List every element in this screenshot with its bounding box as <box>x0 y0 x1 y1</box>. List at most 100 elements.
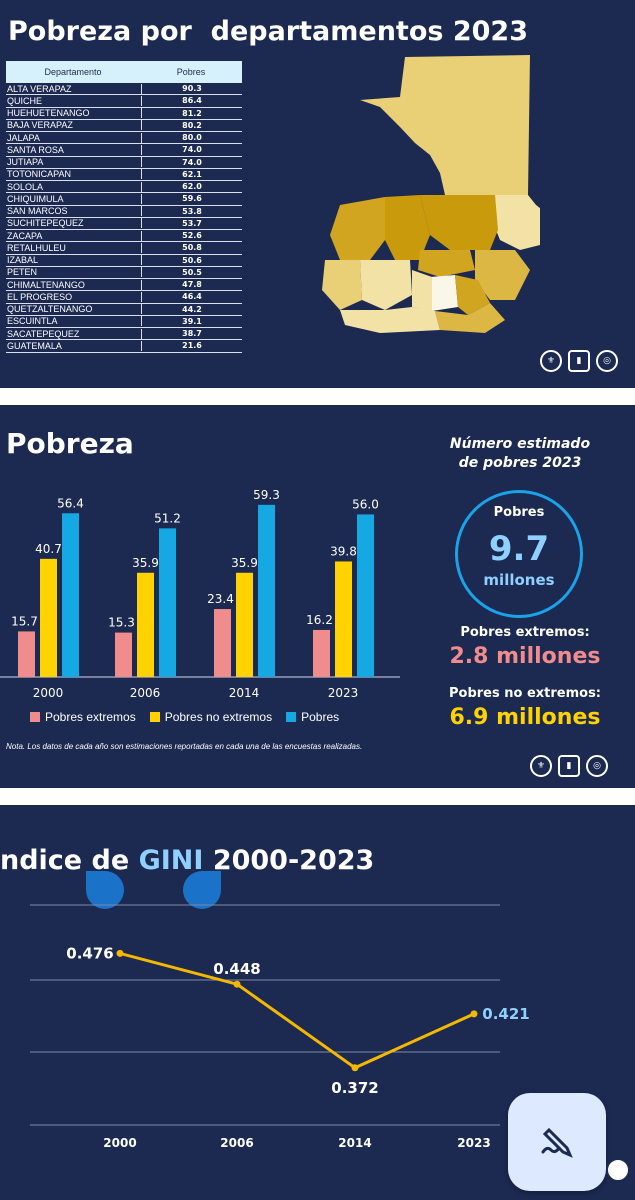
dept-value: 53.8 <box>182 206 202 216</box>
dept-name: EL PROGRESO <box>6 291 142 302</box>
map-santa-rosa-jutiapa <box>435 303 505 333</box>
table-row: EL PROGRESO 46.4 <box>6 291 242 304</box>
bar-value-label: 40.7 <box>35 542 62 556</box>
dept-value: 62.0 <box>182 182 202 192</box>
table-row: CHIQUIMULA 59.6 <box>6 193 242 206</box>
table-row: ESCUINTLA 39.1 <box>6 316 242 328</box>
dept-name: BAJA VERAPAZ <box>6 120 142 131</box>
table-row: SANTA ROSA 74.0 <box>6 144 242 157</box>
bar-value-label: 56.0 <box>352 497 379 511</box>
slide1-title: Pobreza por departamentos 2023 <box>8 16 528 47</box>
dept-name: IZABAL <box>6 255 142 266</box>
bar-pobres-2006 <box>159 528 176 677</box>
dept-name: QUICHE <box>6 95 142 106</box>
globe-icon <box>606 1158 630 1182</box>
bar-value-label: 35.9 <box>132 556 159 570</box>
title-prefix: ndice de <box>0 845 139 876</box>
map-quiche <box>385 195 430 260</box>
table-row: JALAPA 80.0 <box>6 132 242 145</box>
bar-value-label: 56.4 <box>57 496 84 510</box>
table-header: Departamento Pobres <box>6 61 242 83</box>
legend-swatch-extremos <box>30 712 40 722</box>
table-row: QUETZALTENANGO 44.2 <box>6 304 242 316</box>
table-row: SUCHITEPEQUEZ 53.7 <box>6 218 242 230</box>
selection-handle-left[interactable] <box>86 871 124 909</box>
dept-name: HUEHUETENANGO <box>6 108 142 119</box>
slide2-title: Pobreza <box>6 427 134 460</box>
table-row: ZACAPA 52.6 <box>6 230 242 243</box>
logos-slide1: ⚜ ▮ ◎ <box>540 350 618 372</box>
slide-pobreza: Pobreza 15.7 40.7 56.4 2000 15.3 35.9 51.2 2006… <box>0 405 635 788</box>
bar-chart-legend: Pobres extremos Pobres no extremos Pobre… <box>30 710 339 724</box>
selection-handle-right[interactable] <box>183 871 221 909</box>
gini-point <box>116 949 124 957</box>
table-row: QUICHE 86.4 <box>6 95 242 108</box>
title-highlight: GINI <box>138 845 204 876</box>
seal-icon: ⚜ <box>530 755 552 777</box>
table-row: CHIMALTENANGO 47.8 <box>6 279 242 292</box>
dept-value: 80.2 <box>182 120 202 130</box>
bar-pobres-extremos-2006 <box>115 632 132 677</box>
dept-name: PETEN <box>6 267 142 278</box>
dept-value: 52.6 <box>182 231 202 241</box>
legend-item-pobres: Pobres <box>286 710 339 724</box>
dept-name: CHIMALTENANGO <box>6 279 142 290</box>
gini-line <box>119 951 475 1070</box>
footnote: Nota. Los datos de cada año son estimaci… <box>6 742 363 751</box>
poverty-bar-chart: 15.7 40.7 56.4 2000 15.3 35.9 51.2 2006 23.4 35.9… <box>0 488 400 700</box>
bar-value-label: 23.4 <box>207 592 234 606</box>
dept-name: CHIQUIMULA <box>6 193 142 204</box>
bar-value-label: 59.3 <box>253 488 280 502</box>
gini-point <box>351 1064 359 1072</box>
dept-name: SACATEPEQUEZ <box>6 328 142 339</box>
header-departamento: Departamento <box>44 67 102 77</box>
map-alta-verapaz <box>420 195 498 250</box>
dept-value: 50.6 <box>182 255 202 265</box>
bar-pobres-no-extremos-2014 <box>236 572 253 677</box>
dept-name: SOLOLA <box>6 181 142 192</box>
guatemala-map <box>322 55 540 333</box>
dept-name: GUATEMALA <box>6 340 142 351</box>
x-tick-label: 2000 <box>103 1136 136 1150</box>
extremos-label: Pobres extremos: <box>460 625 590 640</box>
map-izabal <box>492 195 540 250</box>
noextremos-label: Pobres no extremos: <box>448 686 602 701</box>
dept-value: 50.8 <box>182 243 202 253</box>
legend-item-extremos: Pobres extremos <box>30 710 136 724</box>
pen-scribble-icon <box>541 1127 573 1158</box>
bar-value-label: 16.2 <box>306 613 333 627</box>
legend-label-pobres: Pobres <box>301 710 340 724</box>
table-row: SOLOLA 62.0 <box>6 181 242 194</box>
map-san-marcos <box>322 260 362 310</box>
gini-line-chart: 0.476 2000 0.448 2006 0.372 2014 0.421 2023 <box>30 904 530 1150</box>
table-row: BAJA VERAPAZ 80.2 <box>6 120 242 132</box>
dept-value: 47.8 <box>182 280 202 290</box>
ine-logo-icon: ▮ <box>568 350 590 372</box>
edit-fab-button[interactable] <box>508 1093 606 1191</box>
table-row: GUATEMALA 21.6 <box>6 340 242 353</box>
x-tick-label: 2023 <box>457 1136 490 1150</box>
map-chimaltenango <box>412 270 432 311</box>
legend-label-noextremos: Pobres no extremos <box>164 710 273 724</box>
circle-label: Pobres <box>493 505 545 520</box>
dept-name: RETALHULEU <box>6 242 142 253</box>
table-body: ALTA VERAPAZ 90.3 QUICHE 86.4 HUEHUETENANGO 8… <box>6 83 242 353</box>
dept-value: 46.4 <box>182 292 202 302</box>
dept-name: TOTONICAPAN <box>6 169 142 180</box>
logos-slide2: ⚜ ▮ ◎ <box>530 755 608 777</box>
globe-icon: ◎ <box>596 350 618 372</box>
title-suffix: 2000-2023 <box>203 845 375 876</box>
table-row: TOTONICAPAN 62.1 <box>6 169 242 181</box>
seal-icon: ⚜ <box>540 350 562 372</box>
slide-gini: ndice de GINI 2000-2023 0.476 2000 0.448 20… <box>0 805 635 1200</box>
map-peten <box>360 55 530 195</box>
dept-name: JALAPA <box>6 132 142 143</box>
table-row: SAN MARCOS 53.8 <box>6 206 242 218</box>
bar-pobres-no-extremos-2000 <box>40 558 57 677</box>
map-huehuetenango <box>330 197 385 260</box>
bar-pobres-no-extremos-2006 <box>137 572 154 677</box>
table-row: PETEN 50.5 <box>6 267 242 279</box>
gini-point <box>470 1010 478 1018</box>
legend-item-noextremos: Pobres no extremos <box>149 710 273 724</box>
map-south-coast <box>340 307 440 333</box>
